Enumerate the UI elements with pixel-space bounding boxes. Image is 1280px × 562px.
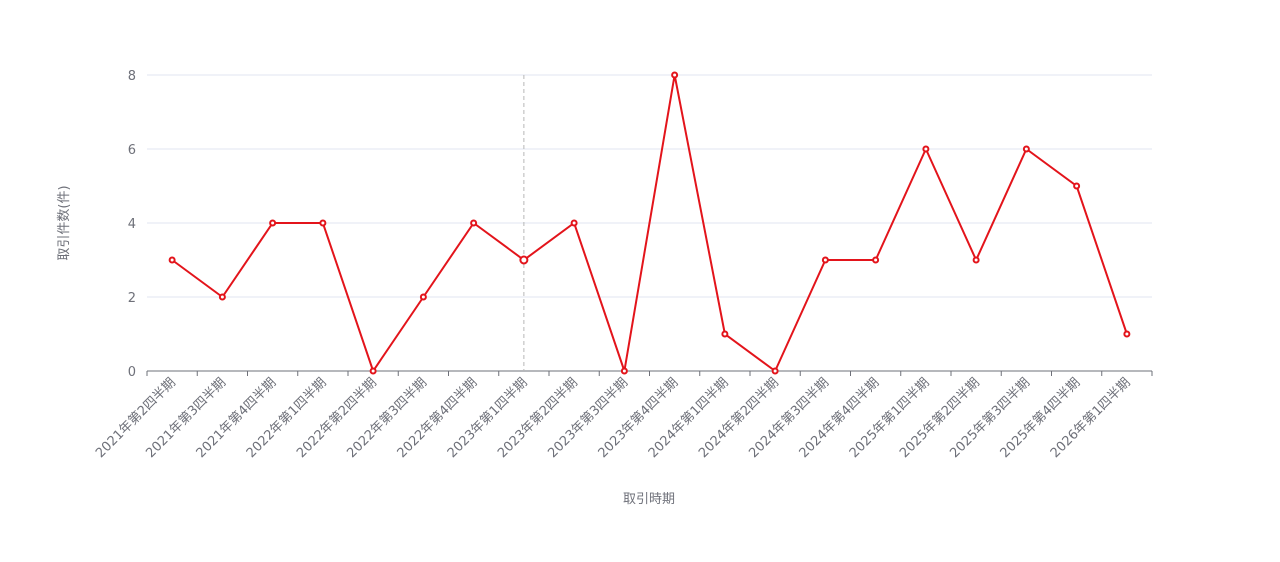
- point: [821, 256, 829, 264]
- y-tick-label: 4: [128, 217, 136, 232]
- point: [872, 256, 880, 264]
- point: [419, 293, 427, 301]
- point: [1073, 182, 1081, 190]
- point: [972, 256, 980, 264]
- x-axis-label: 取引時期: [623, 492, 675, 507]
- point: [369, 367, 377, 375]
- y-tick-label: 6: [128, 143, 136, 158]
- point: [771, 367, 779, 375]
- point: [570, 219, 578, 227]
- point: [922, 145, 930, 153]
- y-axis-label: 取引件数(件): [57, 185, 72, 260]
- y-tick-label: 0: [128, 365, 136, 380]
- point: [218, 293, 226, 301]
- point: [1022, 145, 1030, 153]
- y-tick-label: 2: [128, 291, 136, 306]
- point: [470, 219, 478, 227]
- point: [620, 367, 628, 375]
- point: [319, 219, 327, 227]
- point: [168, 256, 176, 264]
- line: [171, 74, 1128, 374]
- point: [721, 330, 729, 338]
- point: [269, 219, 277, 227]
- point: [1123, 330, 1131, 338]
- y-tick-label: 8: [128, 69, 136, 84]
- point: [519, 255, 529, 265]
- point: [671, 71, 679, 79]
